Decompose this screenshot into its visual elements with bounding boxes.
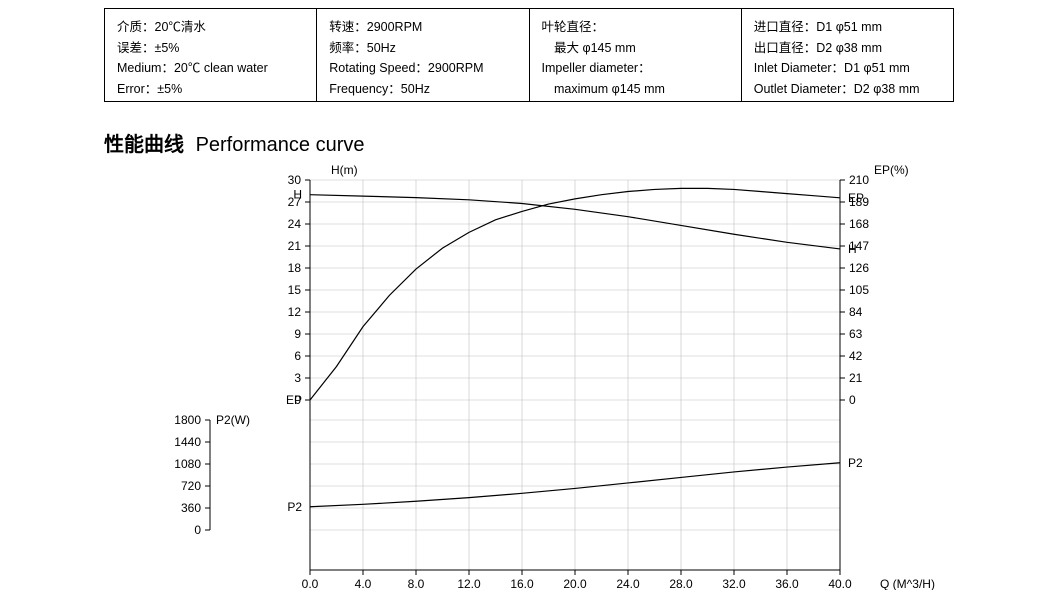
svg-text:1080: 1080: [174, 457, 201, 471]
specs-line: 误差：±5%: [117, 38, 304, 59]
svg-text:Q (M^3/H): Q (M^3/H): [880, 577, 935, 590]
svg-text:15: 15: [288, 283, 302, 297]
chart-title-en: Performance curve: [196, 134, 365, 156]
specs-line: 出口直径：D2 φ38 mm: [754, 38, 941, 59]
svg-text:0: 0: [194, 523, 201, 537]
svg-text:168: 168: [849, 217, 869, 231]
svg-text:21: 21: [288, 239, 302, 253]
specs-line: Inlet Diameter：D1 φ51 mm: [754, 58, 941, 79]
svg-text:24: 24: [288, 217, 302, 231]
specs-line: Medium：20℃ clean water: [117, 58, 304, 79]
specs-line: 进口直径：D1 φ51 mm: [754, 17, 941, 38]
specs-line: Error：±5%: [117, 79, 304, 100]
svg-text:0.0: 0.0: [302, 577, 319, 590]
specs-line: Outlet Diameter：D2 φ38 mm: [754, 79, 941, 100]
svg-text:H: H: [293, 188, 302, 202]
svg-text:1440: 1440: [174, 435, 201, 449]
svg-text:28.0: 28.0: [669, 577, 693, 590]
svg-text:6: 6: [294, 349, 301, 363]
svg-text:EP: EP: [286, 393, 302, 407]
svg-text:36.0: 36.0: [775, 577, 799, 590]
svg-text:63: 63: [849, 327, 863, 341]
svg-text:3: 3: [294, 371, 301, 385]
specs-col-4: 进口直径：D1 φ51 mm出口直径：D2 φ38 mmInlet Diamet…: [742, 9, 953, 101]
specs-line: 最大 φ145 mm: [542, 38, 729, 59]
svg-text:12: 12: [288, 305, 302, 319]
specs-line: maximum φ145 mm: [542, 79, 729, 100]
svg-text:24.0: 24.0: [616, 577, 640, 590]
svg-text:40.0: 40.0: [828, 577, 852, 590]
svg-text:126: 126: [849, 261, 869, 275]
specs-line: 转速：2900RPM: [329, 17, 516, 38]
performance-chart: 036912151821242730H(m)021426384105126147…: [160, 160, 980, 590]
svg-text:0: 0: [849, 393, 856, 407]
svg-text:42: 42: [849, 349, 863, 363]
svg-text:20.0: 20.0: [563, 577, 587, 590]
svg-text:H(m): H(m): [331, 163, 358, 177]
svg-text:21: 21: [849, 371, 863, 385]
svg-text:4.0: 4.0: [355, 577, 372, 590]
specs-line: Impeller diameter：: [542, 58, 729, 79]
svg-text:EP(%): EP(%): [874, 163, 909, 177]
svg-text:18: 18: [288, 261, 302, 275]
svg-text:H: H: [848, 242, 857, 256]
svg-text:1800: 1800: [174, 413, 201, 427]
specs-line: 频率：50Hz: [329, 38, 516, 59]
svg-text:30: 30: [288, 173, 302, 187]
specs-col-1: 介质：20℃清水误差：±5%Medium：20℃ clean waterErro…: [105, 9, 317, 101]
chart-title-cn: 性能曲线: [104, 134, 184, 156]
svg-text:105: 105: [849, 283, 869, 297]
specs-col-3: 叶轮直径： 最大 φ145 mmImpeller diameter： maxim…: [530, 9, 742, 101]
svg-text:8.0: 8.0: [408, 577, 425, 590]
svg-text:9: 9: [294, 327, 301, 341]
svg-text:360: 360: [181, 501, 201, 515]
svg-text:P2(W): P2(W): [216, 413, 250, 427]
svg-text:16.0: 16.0: [510, 577, 534, 590]
specs-line: 介质：20℃清水: [117, 17, 304, 38]
specs-line: Frequency：50Hz: [329, 79, 516, 100]
specs-col-2: 转速：2900RPM频率：50HzRotating Speed：2900RPMF…: [317, 9, 529, 101]
svg-text:32.0: 32.0: [722, 577, 746, 590]
svg-text:P2: P2: [287, 500, 302, 514]
specs-table: 介质：20℃清水误差：±5%Medium：20℃ clean waterErro…: [104, 8, 954, 102]
svg-text:210: 210: [849, 173, 869, 187]
svg-text:84: 84: [849, 305, 863, 319]
svg-text:12.0: 12.0: [457, 577, 481, 590]
specs-line: Rotating Speed：2900RPM: [329, 58, 516, 79]
specs-line: 叶轮直径：: [542, 17, 729, 38]
svg-text:P2: P2: [848, 456, 863, 470]
chart-title: 性能曲线 Performance curve: [104, 128, 365, 157]
svg-text:720: 720: [181, 479, 201, 493]
svg-text:EP: EP: [848, 191, 864, 205]
